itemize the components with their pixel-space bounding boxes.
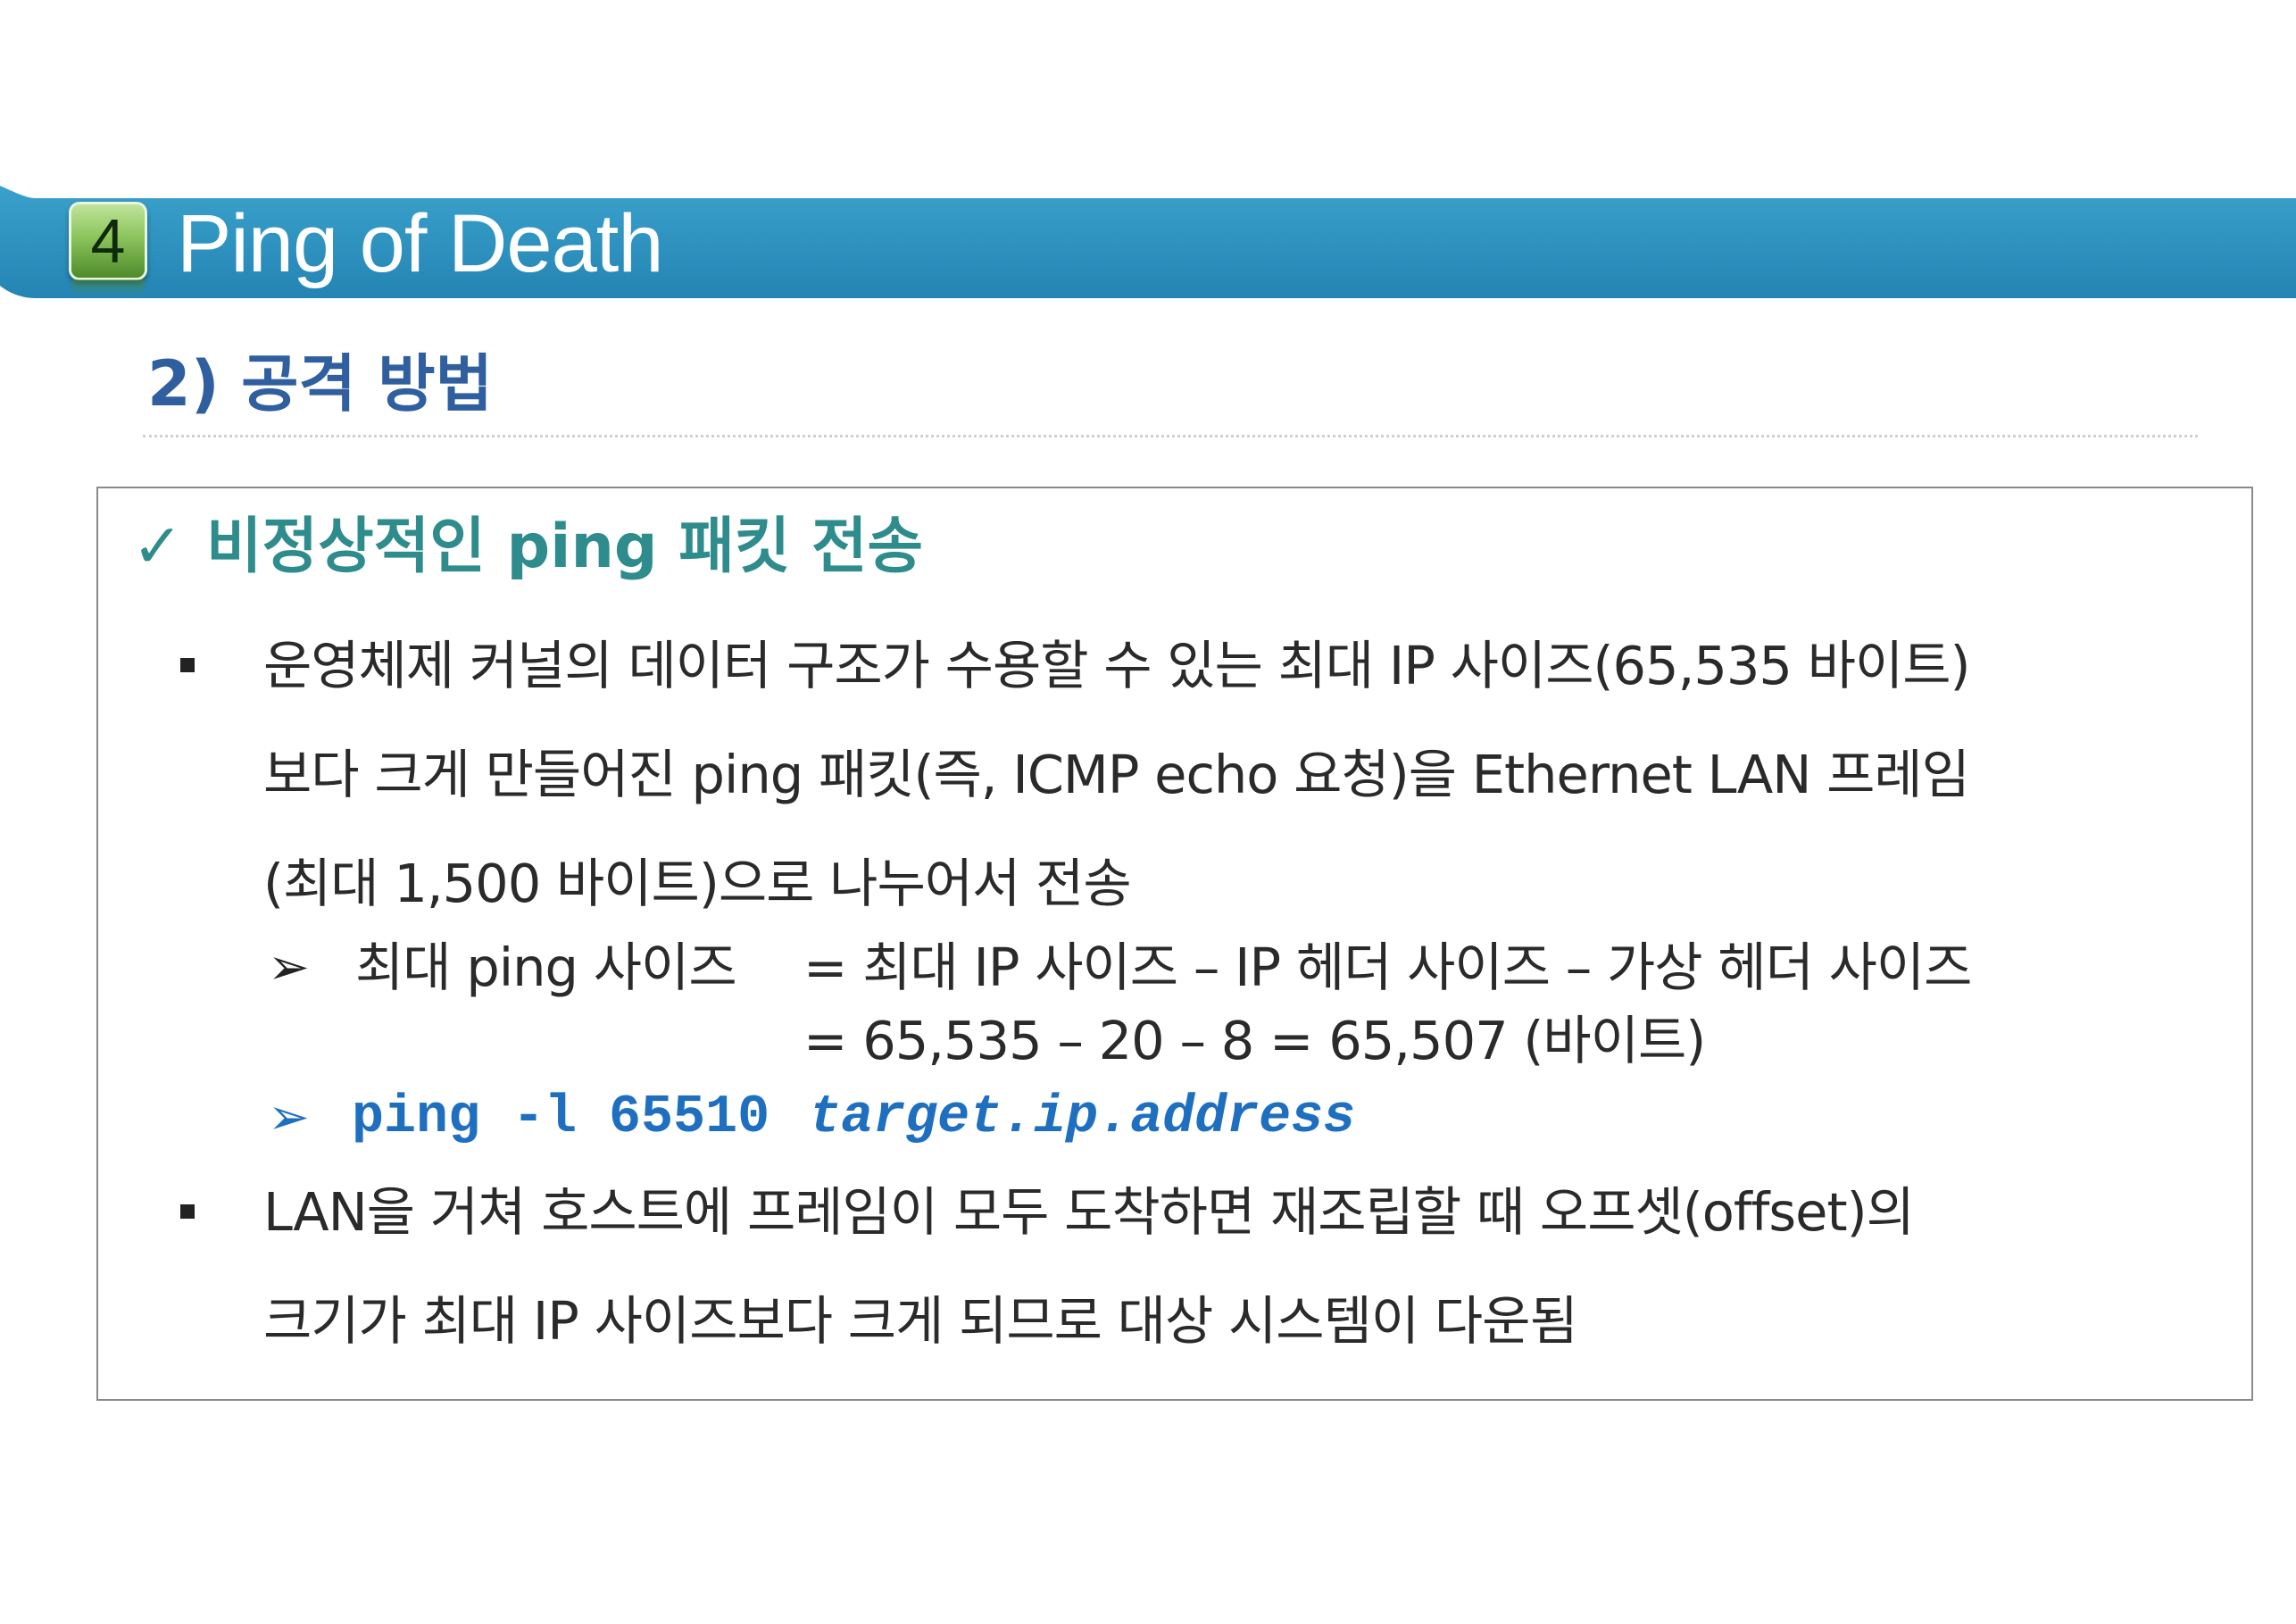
command-target: target.ip.address — [809, 1087, 1356, 1148]
section-divider — [143, 435, 2198, 437]
bullet1-line-2: 보다 크게 만들어진 ping 패킷(즉, ICMP echo 요청)을 Eth… — [263, 744, 1970, 805]
content-box — [96, 487, 2253, 1401]
bullet-square-icon — [180, 1204, 195, 1219]
title-bar — [0, 186, 2296, 298]
bullet1-line-3: (최대 1,500 바이트)으로 나누어서 전송 — [263, 853, 1132, 914]
bullet2-line-2: 크기가 최대 IP 사이즈보다 크게 되므로 대상 시스템이 다운됨 — [263, 1290, 1578, 1352]
arrow-bullet-icon: ➢ — [268, 1088, 310, 1146]
bullet-square-icon — [180, 658, 195, 672]
checkmark-icon: ✓ — [132, 512, 183, 582]
formula-line-2: = 65,535 – 20 – 8 = 65,507 (바이트) — [803, 1010, 1706, 1071]
formula-label: 최대 ping 사이즈 — [355, 937, 737, 998]
section-number-badge: 4 — [69, 202, 147, 280]
bullet2-line-1: LAN을 거쳐 호스트에 프레임이 모두 도착하면 재조립할 때 오프셋(off… — [263, 1181, 1915, 1243]
command-text: ping -l 65510 — [352, 1087, 770, 1148]
formula-line-1: = 최대 IP 사이즈 – IP 헤더 사이즈 – 가상 헤더 사이즈 — [803, 937, 1972, 998]
title-bar-shape — [0, 186, 2296, 298]
badge-reflection — [71, 279, 145, 296]
content-heading: ✓ 비정상적인 ping 패킷 전송 — [132, 507, 923, 587]
page-title: Ping of Death — [177, 198, 663, 289]
section-title: 2) 공격 방법 — [147, 347, 494, 421]
arrow-bullet-icon: ➢ — [268, 938, 310, 996]
content-heading-text: 비정상적인 ping 패킷 전송 — [205, 512, 924, 582]
section-number: 4 — [90, 206, 126, 276]
bullet1-line-1: 운영체제 커널의 데이터 구조가 수용할 수 있는 최대 IP 사이즈(65,5… — [263, 635, 1971, 696]
ping-command: ping -l 65510 target.ip.address — [352, 1082, 1355, 1153]
